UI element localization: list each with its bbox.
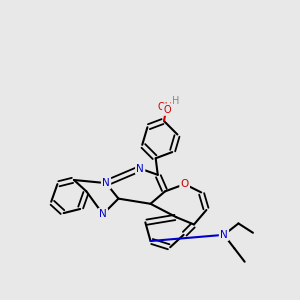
Text: H: H [172, 96, 179, 106]
Text: O: O [163, 105, 171, 115]
Text: O: O [181, 179, 189, 189]
Text: OH: OH [158, 102, 172, 112]
Text: N: N [136, 164, 144, 174]
Text: N: N [102, 178, 110, 188]
Text: N: N [99, 209, 107, 219]
Text: N: N [220, 230, 228, 240]
